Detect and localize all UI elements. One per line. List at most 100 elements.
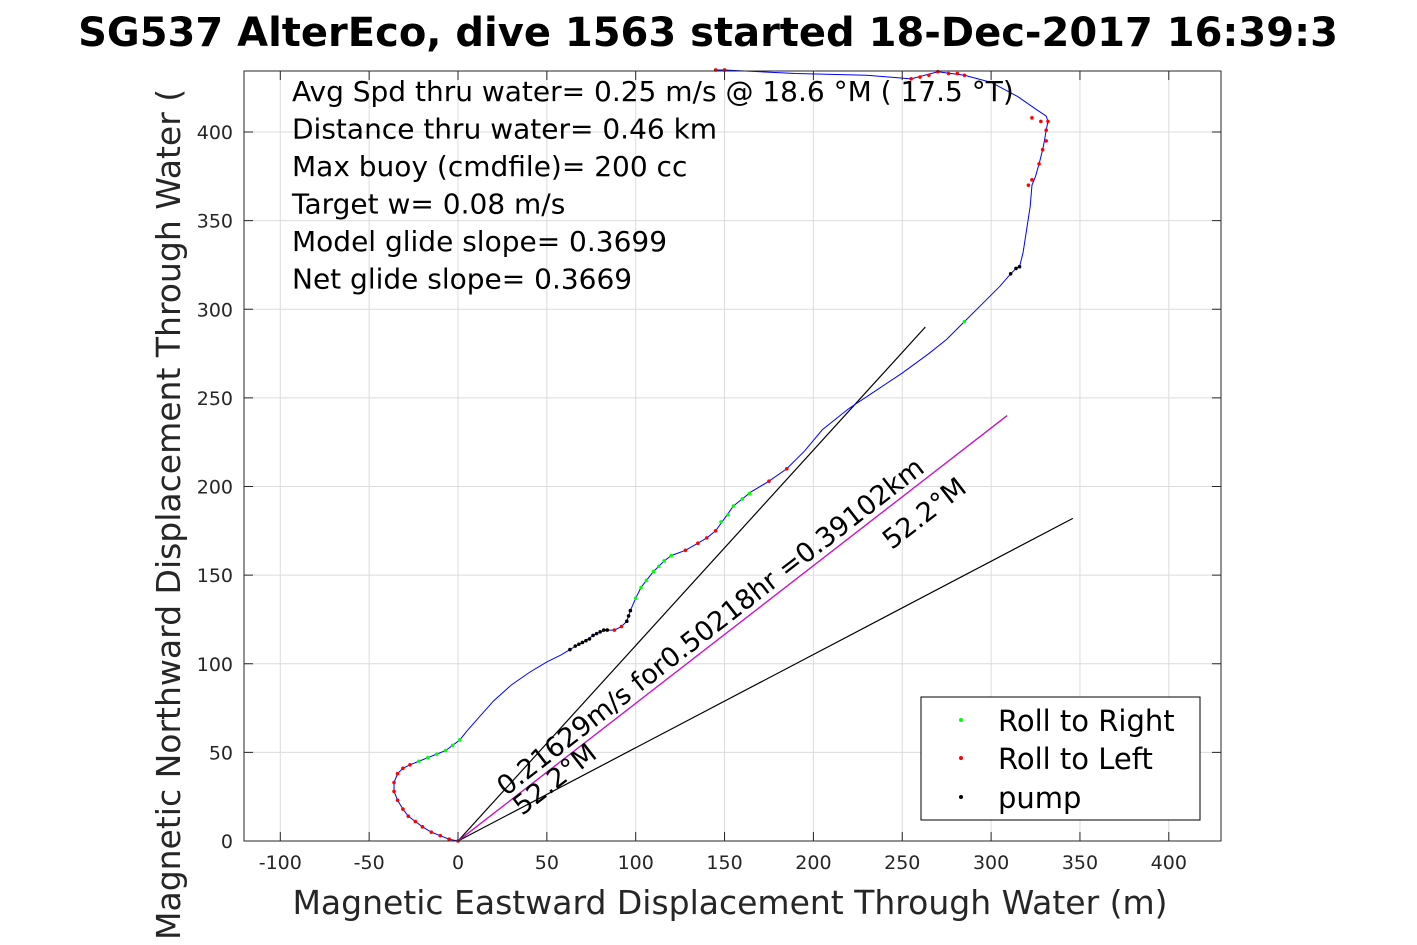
marker-layer [392, 68, 1050, 843]
marker-roll-left [1044, 128, 1048, 133]
marker-roll-right [726, 513, 730, 517]
marker-pump [577, 642, 581, 647]
y-tick-label: 300 [197, 299, 233, 321]
y-axis-label: Magnetic Northward Displacement Through … [149, 89, 188, 940]
marker-roll-left [784, 466, 789, 471]
legend-marker-pump [959, 795, 963, 799]
y-tick-label: 400 [197, 122, 233, 144]
marker-roll-left [413, 819, 418, 824]
marker-roll-left [918, 75, 922, 79]
x-tick-label: 400 [1151, 852, 1187, 874]
marker-pump [1008, 272, 1013, 276]
marker-roll-right [417, 759, 421, 764]
marker-roll-left [408, 762, 412, 767]
marker-roll-right [657, 564, 661, 569]
x-tick-label: -100 [259, 852, 302, 874]
legend-label-roll-right: Roll to Right [998, 704, 1175, 738]
marker-roll-left [1026, 183, 1031, 187]
x-tick-label: 350 [1062, 852, 1098, 874]
x-tick-label: -50 [354, 852, 385, 874]
x-tick-label: 300 [973, 852, 1009, 874]
marker-roll-left [683, 548, 688, 553]
x-tick-label: 250 [884, 852, 920, 874]
x-tick-label: 50 [535, 852, 559, 874]
marker-pump [626, 614, 631, 618]
marker-pump [587, 637, 592, 641]
marker-roll-left [392, 780, 396, 785]
marker-roll-right [639, 585, 643, 590]
marker-roll-right [434, 752, 439, 756]
legend: Roll to Right Roll to Left pump [920, 696, 1201, 821]
y-tick-label: 250 [197, 388, 233, 410]
marker-roll-left [438, 833, 443, 838]
y-tick-label: 150 [197, 565, 233, 587]
marker-roll-left [1044, 139, 1048, 143]
marker-pump [573, 644, 578, 648]
marker-pump [594, 631, 599, 636]
marker-roll-left [962, 73, 967, 78]
marker-pump [584, 638, 588, 643]
plot-frame [243, 70, 1222, 842]
marker-pump [625, 619, 629, 624]
marker-roll-left [395, 798, 400, 803]
marker-roll-left [619, 624, 624, 629]
marker-pump [605, 628, 610, 632]
marker-roll-right [644, 578, 649, 583]
info-line: Max buoy (cmdfile)= 200 cc [292, 150, 687, 183]
marker-roll-left [955, 71, 960, 76]
marker-roll-left [406, 814, 411, 818]
marker-roll-left [1040, 147, 1045, 152]
marker-roll-right [443, 748, 448, 753]
y-tick-label: 100 [197, 654, 233, 676]
x-tick-label: 200 [795, 852, 831, 874]
marker-roll-left [1030, 178, 1034, 182]
marker-pump [598, 630, 602, 634]
marker-roll-left [447, 837, 451, 842]
y-tick-label: 50 [209, 742, 233, 764]
marker-roll-right [662, 559, 666, 563]
chart-title: SG537 AlterEco, dive 1563 started 18-Dec… [78, 10, 1338, 56]
marker-pump [601, 628, 606, 632]
legend-box [920, 696, 1201, 821]
x-tick-label: 150 [706, 852, 742, 874]
legend-label-roll-left: Roll to Left [998, 742, 1153, 776]
marker-roll-left [429, 830, 434, 834]
marker-roll-right [651, 569, 656, 574]
x-axis-label: Magnetic Eastward Displacement Through W… [292, 883, 1167, 922]
marker-roll-right [450, 743, 455, 748]
marker-roll-left [1039, 119, 1043, 124]
marker-roll-left [401, 766, 405, 771]
marker-roll-left [909, 77, 913, 81]
info-line: Model glide slope= 0.3699 [292, 225, 667, 258]
marker-roll-right [633, 596, 638, 600]
marker-roll-right [669, 553, 674, 558]
marker-roll-right [719, 520, 723, 524]
marker-pump [580, 640, 585, 645]
marker-roll-right [457, 738, 462, 742]
marker-roll-right [747, 491, 752, 496]
marker-roll-right [731, 504, 736, 508]
y-tick-label: 350 [197, 211, 233, 233]
y-tick-label: 0 [221, 831, 233, 853]
marker-roll-left [1030, 116, 1034, 120]
marker-roll-left [612, 628, 617, 632]
legend-label-pump: pump [998, 781, 1081, 815]
marker-roll-left [1037, 162, 1041, 166]
info-line: Distance thru water= 0.46 km [292, 113, 717, 146]
marker-roll-left [946, 71, 951, 76]
info-line: Avg Spd thru water= 0.25 m/s @ 18.6 °M (… [292, 75, 1014, 108]
y-tick-label: 200 [197, 477, 233, 499]
marker-roll-left [935, 69, 940, 74]
marker-roll-right [962, 319, 967, 324]
x-tick-label: 0 [452, 852, 464, 874]
marker-pump [1014, 266, 1018, 271]
marker-pump [628, 608, 633, 613]
line-current-overlay [457, 415, 1008, 842]
marker-roll-left [401, 807, 405, 811]
marker-roll-left [696, 541, 700, 546]
marker-roll-left [1046, 119, 1050, 124]
annotation-text: 0.21629m/s for0.50218hr =0.39102km [491, 452, 930, 802]
marker-pump [591, 633, 595, 638]
legend-marker-roll-left [959, 756, 963, 760]
